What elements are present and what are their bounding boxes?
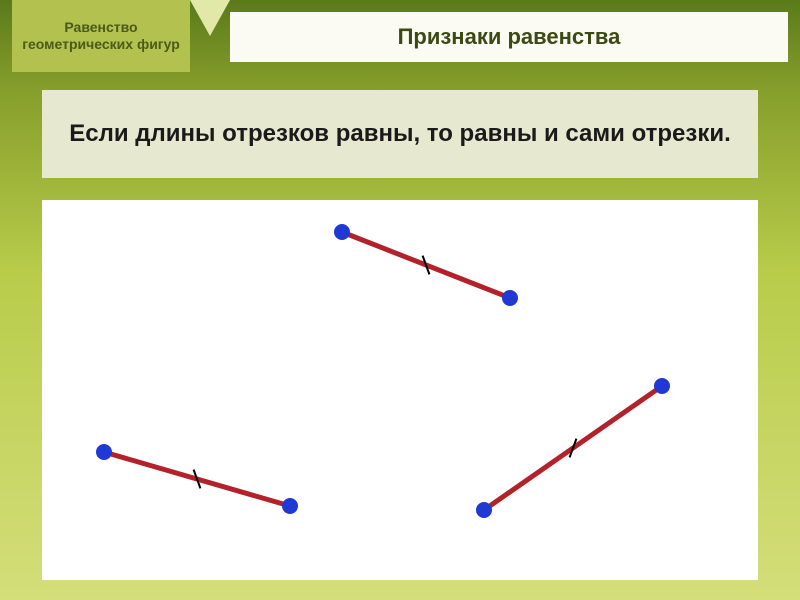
left-tab-label: Равенство геометрических фигур [18, 19, 184, 54]
segment-1 [96, 444, 298, 514]
notch-decoration [190, 0, 230, 36]
theorem-box: Если длины отрезков равны, то равны и са… [42, 90, 758, 178]
diagram-canvas [42, 200, 758, 580]
title-text: Признаки равенства [398, 24, 621, 50]
segment-2 [476, 378, 670, 518]
title-bar: Признаки равенства [230, 12, 788, 62]
theorem-text: Если длины отрезков равны, то равны и са… [69, 118, 731, 150]
segments-diagram [42, 200, 758, 580]
slide-root: Равенство геометрических фигур Признаки … [0, 0, 800, 600]
left-tab: Равенство геометрических фигур [12, 0, 190, 72]
segment-0 [334, 224, 518, 306]
